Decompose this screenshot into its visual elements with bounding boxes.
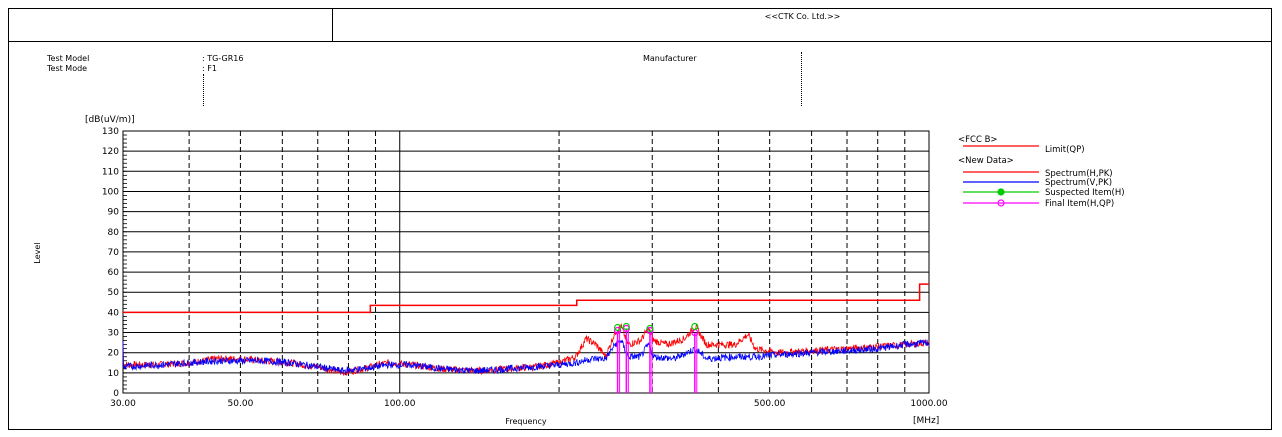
y-tick-label: 10 [108, 369, 120, 379]
test-mode-value: : F1 [202, 64, 217, 73]
x-tick-label: 30.00 [110, 399, 136, 409]
y-tick-label: 40 [108, 308, 120, 318]
y-tick-label: 20 [108, 349, 120, 359]
y-tick-label: 120 [102, 147, 119, 157]
y-tick-label: 60 [108, 268, 120, 278]
x-tick-label: 500.00 [754, 399, 786, 409]
final-item-point [646, 326, 654, 335]
suspected-item-point [613, 323, 622, 332]
legend-label: Final Item(H,QP) [1045, 199, 1114, 209]
legend-label: Spectrum(H,PK) [1045, 169, 1113, 179]
y-tick-label: 0 [113, 389, 119, 399]
suspected-item-point [646, 324, 654, 333]
x-axis-label: Frequency [505, 417, 547, 426]
legend-marker [997, 188, 1005, 196]
y-tick-label: 100 [102, 187, 119, 197]
limit-line [123, 283, 929, 314]
final-item-point [622, 324, 630, 333]
final-item-point [613, 326, 622, 335]
manufacturer-label: Manufacturer [643, 54, 697, 63]
y-axis-label: Level [33, 242, 42, 263]
x-unit-label: [MHz] [913, 416, 939, 426]
test-model-value: : TG-GR16 [202, 54, 244, 63]
suspected-item-point [691, 322, 699, 331]
manufacturer-dots [801, 52, 804, 106]
y-unit-label: [dB(uV/m)] [85, 115, 135, 125]
legend-group-title: <New Data> [958, 156, 1014, 166]
spectrum-v-trace [122, 338, 930, 376]
plot-area [122, 130, 930, 394]
y-tick-label: 110 [102, 167, 119, 177]
y-tick-label: 80 [108, 228, 120, 238]
legend-marker [997, 199, 1005, 207]
test-model-label: Test Model [47, 54, 90, 63]
legend-label: Suspected Item(H) [1045, 188, 1125, 198]
suspected-item-point [622, 322, 630, 331]
y-tick-label: 30 [108, 329, 120, 339]
y-tick-label: 50 [108, 288, 120, 298]
legend-group-title: <FCC B> [958, 135, 998, 145]
y-tick-label: 70 [108, 248, 120, 258]
test-mode-label: Test Mode [47, 64, 88, 73]
test-info-dots [203, 74, 206, 106]
report-frame [8, 8, 1272, 430]
y-tick-label: 90 [108, 208, 120, 218]
legend-label: Limit(QP) [1045, 145, 1085, 155]
logo-box [8, 8, 333, 42]
company-name: <<CTK Co. Ltd.>> [764, 12, 841, 21]
x-tick-label: 1000.00 [910, 399, 947, 409]
x-tick-label: 100.00 [384, 399, 416, 409]
legend-label: Spectrum(V,PK) [1045, 178, 1112, 188]
header-divider [333, 41, 1272, 42]
y-tick-label: 130 [102, 127, 119, 137]
x-tick-label: 50.00 [228, 399, 254, 409]
